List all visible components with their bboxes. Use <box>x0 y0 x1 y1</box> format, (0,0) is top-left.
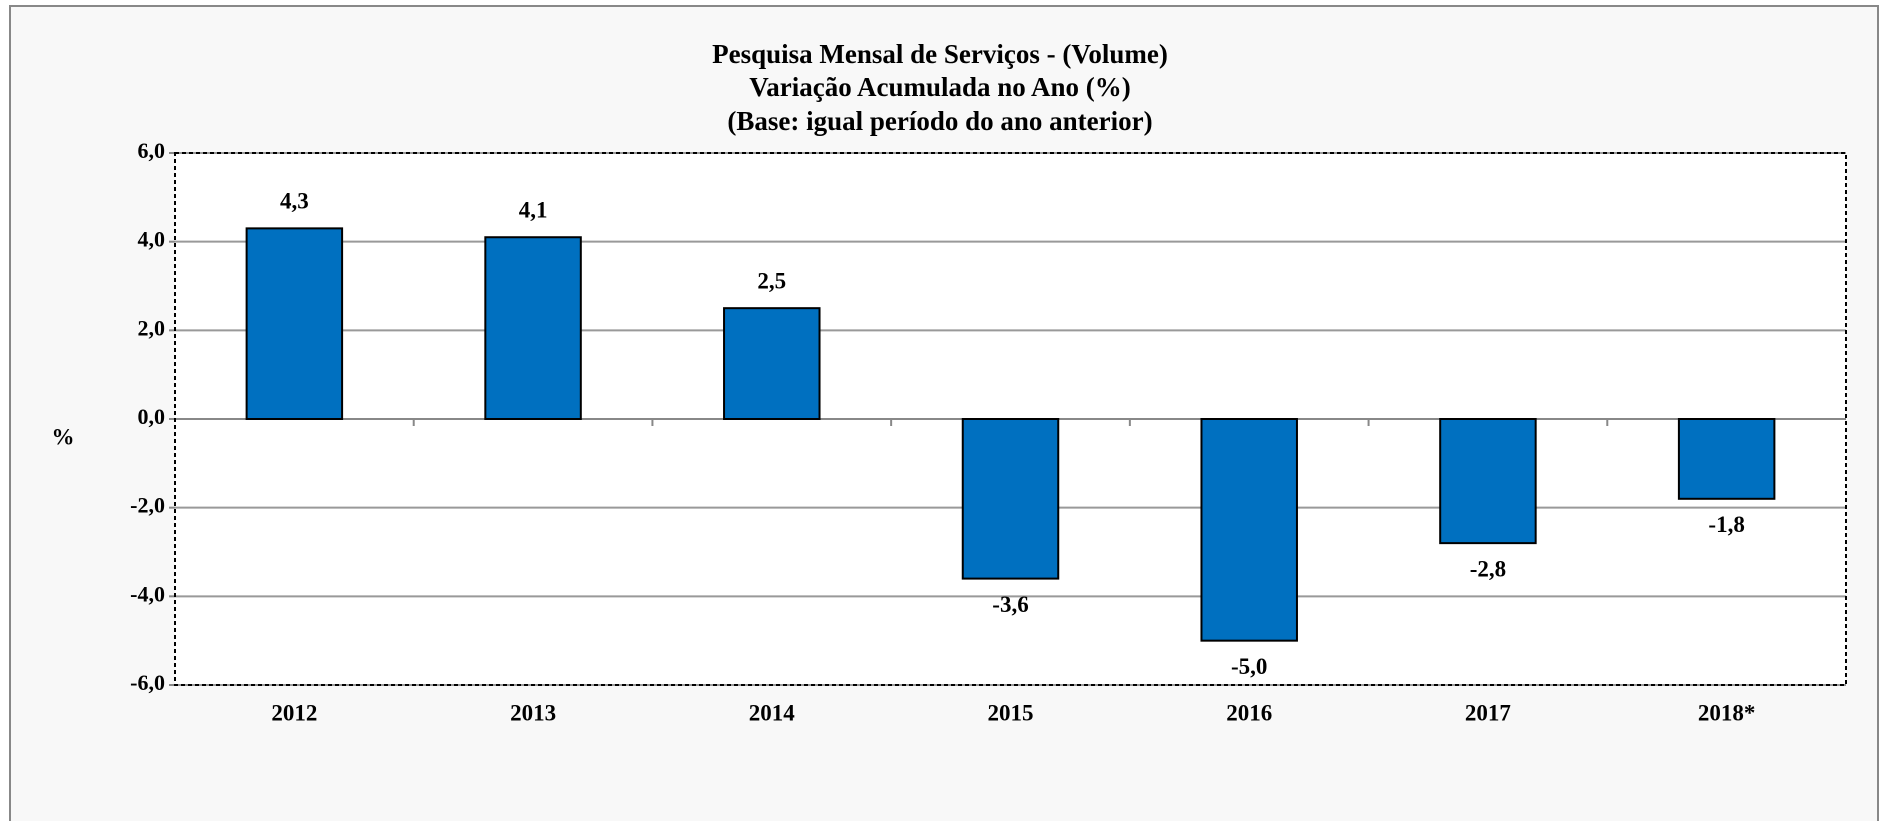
x-tick-label: 2015 <box>988 700 1034 725</box>
data-label: 4,1 <box>519 198 548 223</box>
bar <box>1439 418 1537 545</box>
x-tick-label: 2012 <box>271 700 317 725</box>
data-label: -1,8 <box>1708 512 1744 537</box>
y-tick-label: -4,0 <box>130 581 165 606</box>
data-label: 4,3 <box>280 189 309 214</box>
x-tick-label: 2014 <box>749 700 796 725</box>
bar <box>1677 418 1776 500</box>
bar <box>1200 418 1298 642</box>
chart-title: Variação Acumulada no Ano (%) <box>749 72 1131 102</box>
x-tick-label: 2016 <box>1226 700 1272 725</box>
plot-border <box>174 152 1847 686</box>
y-tick-label: 0,0 <box>138 404 166 429</box>
bar <box>484 236 582 420</box>
data-label: -3,6 <box>992 592 1028 617</box>
y-tick-label: -2,0 <box>130 493 165 518</box>
y-tick-label: 2,0 <box>138 315 166 340</box>
data-label: -5,0 <box>1231 654 1267 679</box>
chart-title: (Base: igual período do ano anterior) <box>727 106 1152 136</box>
bar <box>961 418 1060 580</box>
bar <box>723 307 821 420</box>
y-tick-label: -6,0 <box>130 670 165 695</box>
data-label: -2,8 <box>1470 556 1506 581</box>
y-axis-label: % <box>52 424 75 449</box>
x-tick-label: 2013 <box>510 700 556 725</box>
y-tick-label: 4,0 <box>138 227 166 252</box>
x-tick-label: 2017 <box>1465 700 1511 725</box>
y-tick-label: 6,0 <box>138 138 166 163</box>
data-label: 2,5 <box>757 268 786 293</box>
bar <box>245 227 344 420</box>
x-tick-label: 2018* <box>1698 700 1756 725</box>
chart-title: Pesquisa Mensal de Serviços - (Volume) <box>712 39 1168 69</box>
